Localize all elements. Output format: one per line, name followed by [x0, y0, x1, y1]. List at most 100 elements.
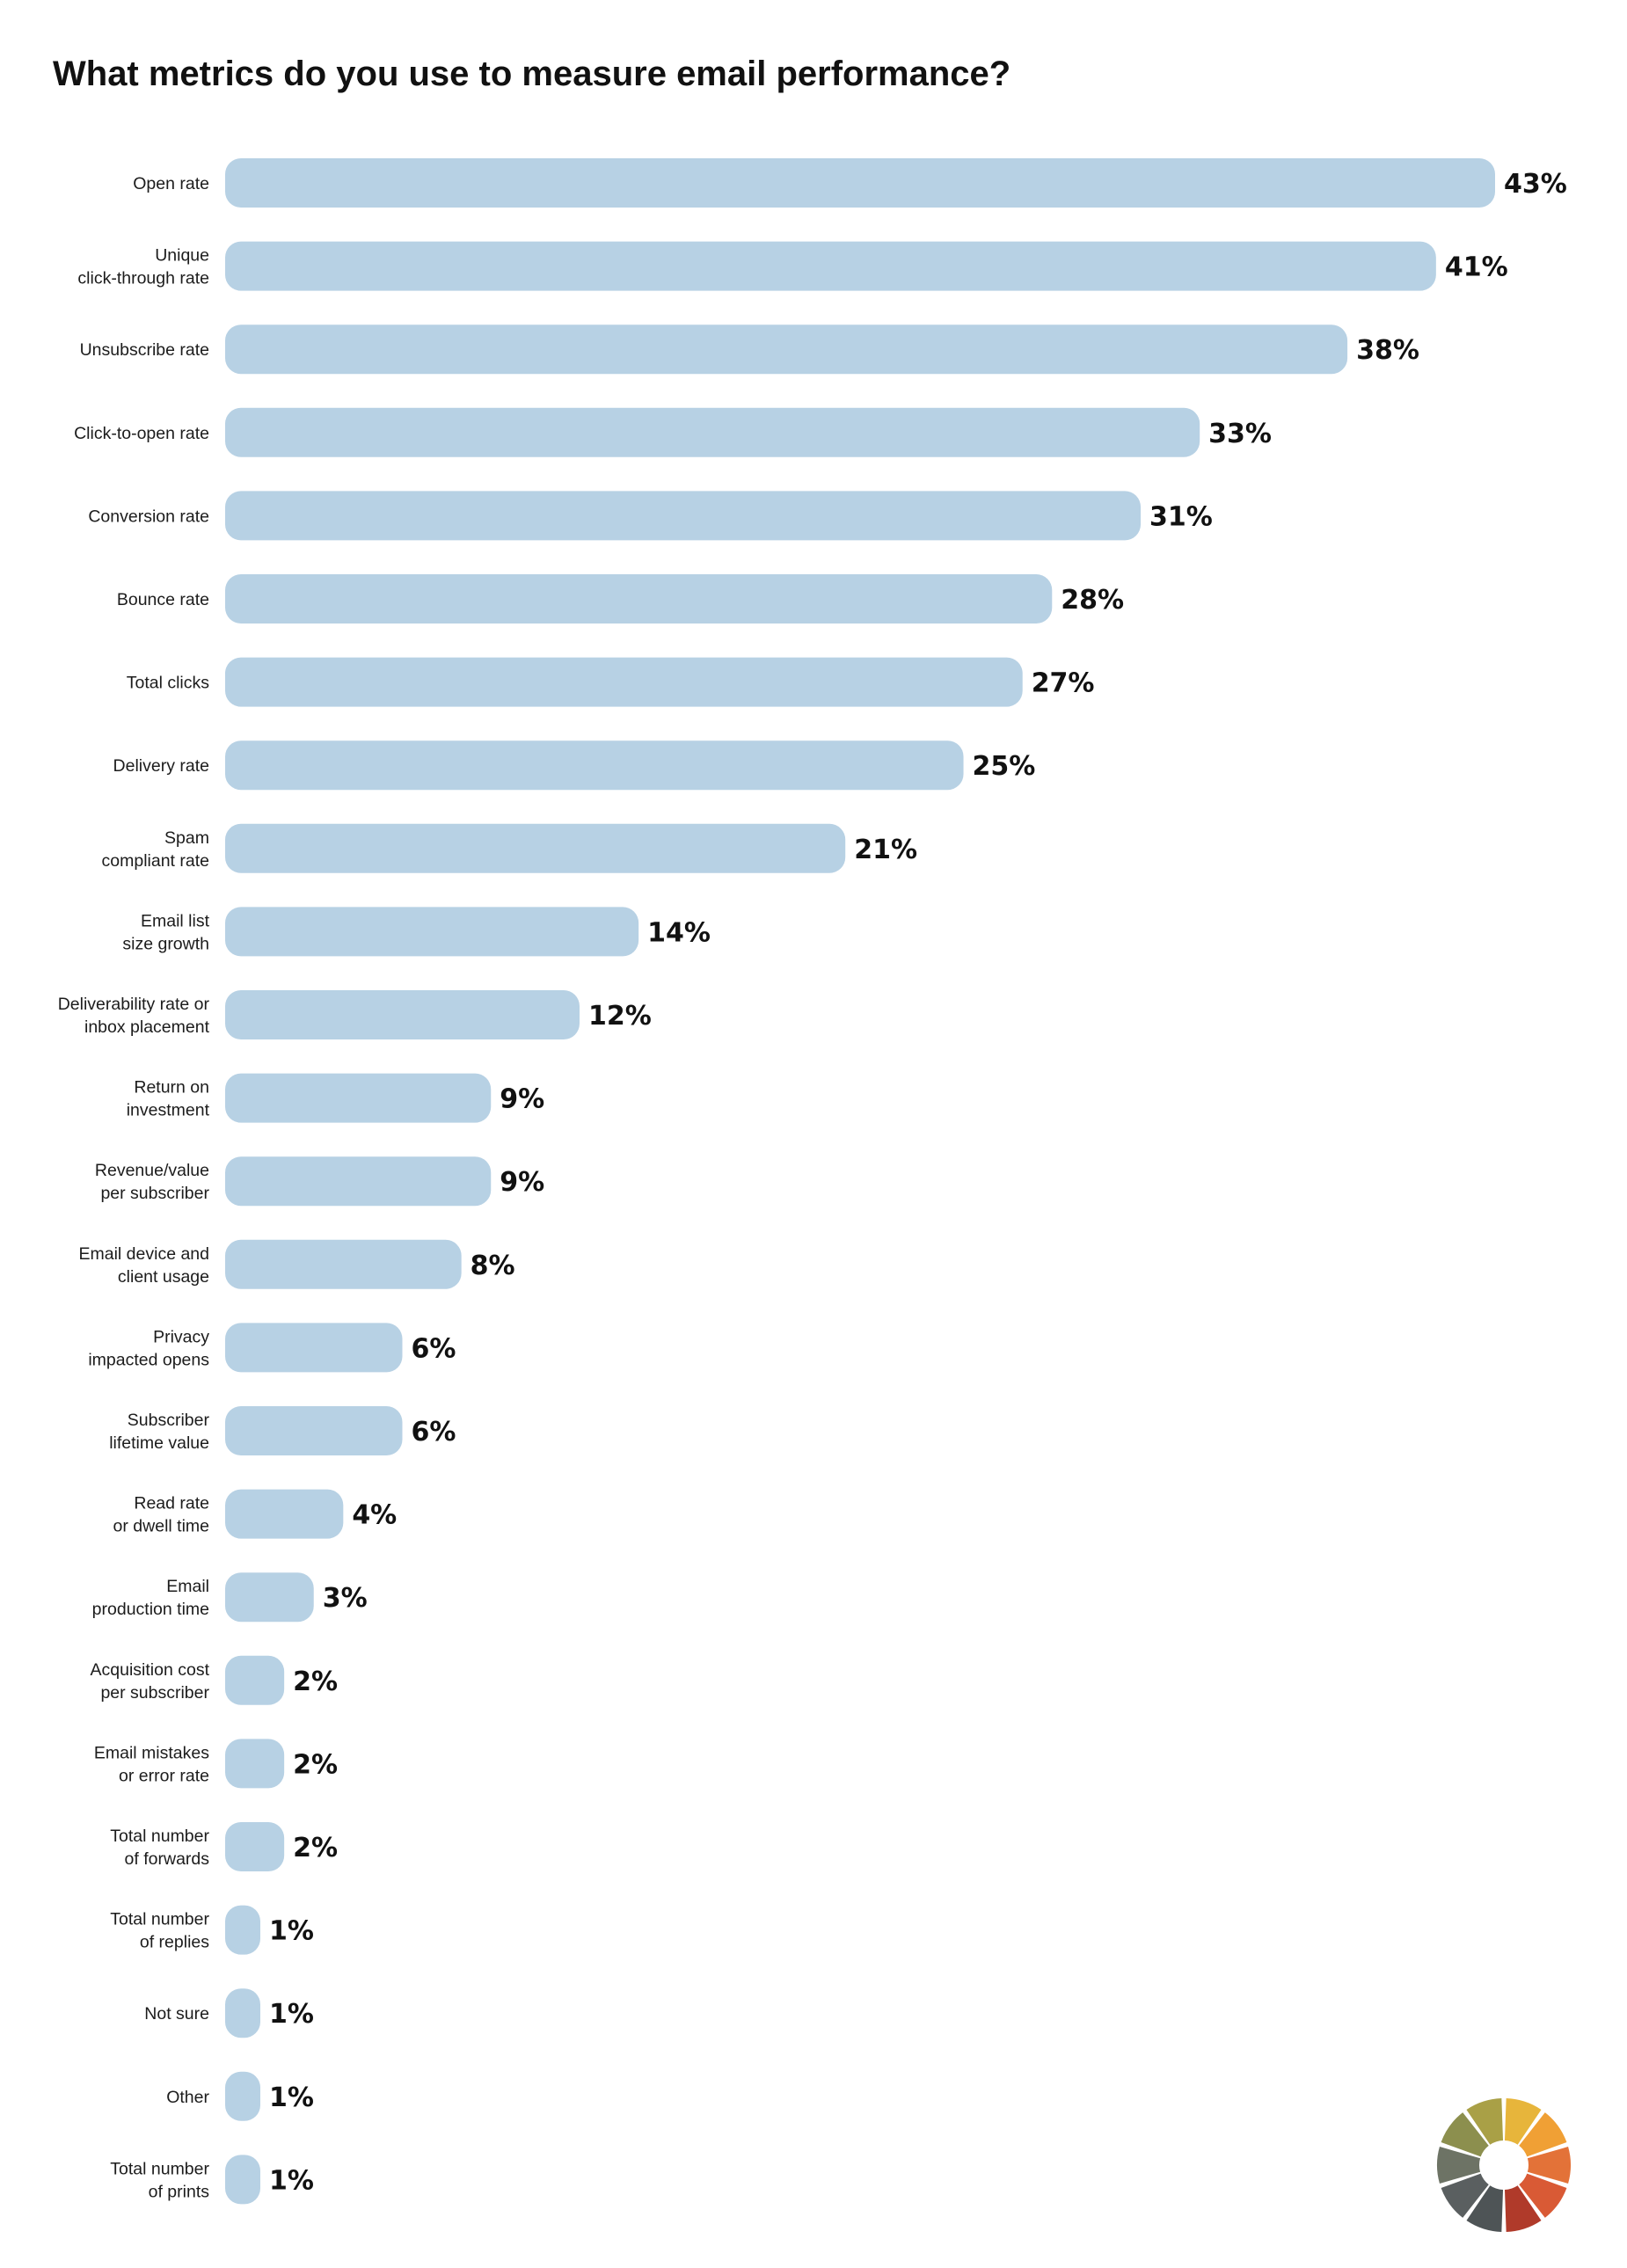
value-label: 2%: [293, 1833, 338, 1863]
bar-row: Spam compliant rate 21%: [102, 823, 917, 873]
bar-row: Total clicks 27%: [127, 657, 1095, 707]
logo-wedge: [1504, 2185, 1542, 2232]
category-label: Unique click-through rate: [77, 246, 209, 288]
bar: [225, 907, 639, 957]
bar: [225, 1073, 492, 1123]
bar-row: Unique click-through rate 41%: [77, 241, 1508, 291]
category-label: Total number of prints: [110, 2159, 209, 2201]
logo-wedge: [1441, 2173, 1489, 2218]
bar: [225, 2155, 260, 2205]
bar-row: Not sure 1%: [144, 1988, 314, 2038]
category-label: Delivery rate: [113, 756, 209, 776]
bar-row: Delivery rate 25%: [113, 740, 1036, 791]
logo-wedge: [1527, 2147, 1571, 2184]
category-label: Total number of replies: [110, 1910, 209, 1952]
value-label: 25%: [973, 751, 1036, 782]
category-label: Read rate or dwell time: [113, 1494, 209, 1536]
category-label: Email mistakes or error rate: [94, 1743, 209, 1785]
value-label: 27%: [1032, 668, 1095, 699]
value-label: 1%: [269, 1916, 314, 1947]
bar-row: Total number of forwards 2%: [110, 1822, 338, 1871]
bar-row: Email device and client usage 8%: [79, 1239, 515, 1289]
category-label: Open rate: [133, 174, 209, 193]
bar-row: Privacy impacted opens 6%: [88, 1323, 456, 1373]
category-label: Total clicks: [127, 674, 210, 693]
logo-wedge: [1466, 2098, 1504, 2145]
category-label: Email production time: [92, 1577, 209, 1619]
category-label: Acquisition cost per subscriber: [91, 1660, 210, 1703]
value-label: 4%: [352, 1500, 397, 1531]
logo-wedge: [1519, 2173, 1567, 2218]
category-label: Spam compliant rate: [102, 828, 209, 871]
bar: [225, 1156, 492, 1207]
value-label: 38%: [1356, 335, 1419, 366]
bar: [225, 158, 1495, 208]
bar-row: Click-to-open rate 33%: [74, 407, 1272, 457]
category-label: Return on investment: [127, 1078, 210, 1120]
logo-wedge: [1466, 2185, 1504, 2232]
bar-row: Read rate or dwell time 4%: [113, 1489, 397, 1539]
bar: [225, 1489, 344, 1539]
bar-row: Acquisition cost per subscriber 2%: [91, 1655, 338, 1705]
value-label: 1%: [269, 1999, 314, 2030]
bar: [225, 241, 1436, 291]
logo-wedge: [1519, 2112, 1567, 2157]
bar-row: Return on investment 9%: [127, 1073, 544, 1123]
bar: [225, 657, 1023, 707]
value-label: 9%: [500, 1167, 544, 1198]
bar: [225, 740, 964, 791]
category-label: Not sure: [144, 2004, 209, 2024]
bar: [225, 1822, 285, 1871]
bar: [225, 1572, 314, 1623]
bar-row: Subscriber lifetime value 6%: [109, 1406, 456, 1455]
value-label: 2%: [293, 1666, 338, 1697]
bar: [225, 1655, 285, 1705]
bar: [225, 1905, 260, 1955]
category-label: Subscriber lifetime value: [109, 1411, 209, 1453]
bar-row: Bounce rate 28%: [117, 574, 1124, 624]
bar-row: Deliverability rate or inbox placement 12%: [58, 990, 652, 1039]
value-label: 6%: [411, 1417, 456, 1448]
bar-row: Email list size growth 14%: [122, 907, 711, 957]
color-wheel-logo-icon: [1437, 2098, 1571, 2232]
value-label: 21%: [854, 835, 917, 865]
category-label: Email device and client usage: [79, 1244, 210, 1287]
category-label: Total number of forwards: [110, 1827, 209, 1869]
value-label: 41%: [1445, 252, 1508, 283]
bar: [225, 1239, 462, 1289]
value-label: 33%: [1208, 419, 1272, 449]
bar: [225, 1406, 403, 1455]
category-label: Revenue/value per subscriber: [95, 1161, 210, 1203]
bar: [225, 325, 1348, 375]
bar: [225, 2071, 260, 2121]
chart-title: What metrics do you use to measure email…: [53, 55, 1011, 93]
bar: [225, 1323, 403, 1373]
category-label: Privacy impacted opens: [88, 1327, 209, 1369]
bar: [225, 491, 1142, 541]
logo-wedge: [1437, 2147, 1481, 2184]
logo-wedge: [1441, 2112, 1489, 2157]
logo-wedge: [1504, 2098, 1542, 2145]
category-label: Click-to-open rate: [74, 424, 209, 443]
bar: [225, 407, 1200, 457]
category-label: Email list size growth: [122, 911, 209, 953]
value-label: 8%: [471, 1251, 515, 1281]
value-label: 6%: [411, 1333, 456, 1364]
category-label: Deliverability rate or inbox placement: [58, 995, 210, 1037]
value-label: 12%: [588, 1001, 652, 1032]
bar-row: Email mistakes or error rate 2%: [94, 1739, 338, 1789]
category-label: Conversion rate: [88, 507, 209, 526]
bar: [225, 574, 1053, 624]
bar-row: Total number of prints 1%: [110, 2155, 314, 2205]
value-label: 14%: [647, 917, 711, 948]
bar: [225, 1988, 260, 2038]
value-label: 2%: [293, 1749, 338, 1780]
value-label: 1%: [269, 2082, 314, 2113]
bar-row: Conversion rate 31%: [88, 491, 1213, 541]
value-label: 28%: [1061, 585, 1124, 616]
value-label: 1%: [269, 2165, 314, 2196]
value-label: 3%: [323, 1583, 368, 1614]
bar: [225, 823, 846, 873]
